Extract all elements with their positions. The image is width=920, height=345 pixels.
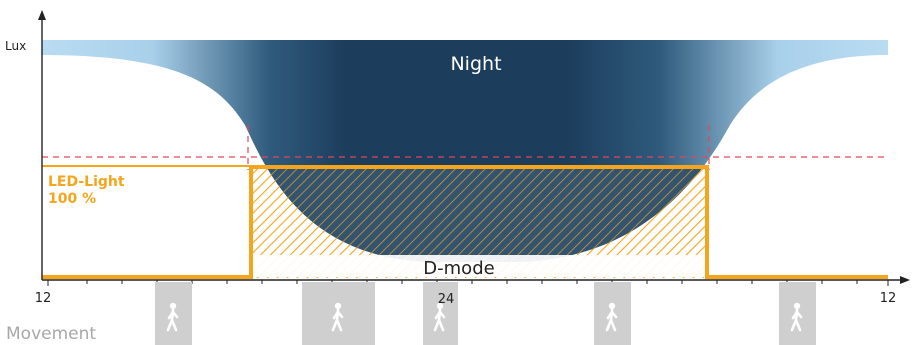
walking-person-icon bbox=[331, 302, 344, 332]
walking-person-icon bbox=[790, 302, 803, 332]
y-axis-label: Lux bbox=[5, 39, 26, 53]
night-label: Night bbox=[450, 53, 501, 75]
x-tick-label-left: 12 bbox=[35, 291, 52, 306]
led-light-line bbox=[42, 165, 888, 279]
walking-person-icon bbox=[605, 302, 618, 332]
led-label-line1: LED-Light bbox=[48, 174, 125, 190]
walking-person-icon bbox=[433, 302, 446, 332]
movement-label: Movement bbox=[6, 324, 96, 344]
y-axis-arrow bbox=[38, 10, 46, 20]
movement-bars bbox=[155, 282, 816, 345]
x-tick-label-mid: 24 bbox=[438, 292, 455, 307]
x-tick-label-right: 12 bbox=[880, 291, 897, 306]
led-night-overlap bbox=[266, 167, 703, 262]
d-mode-band bbox=[253, 255, 705, 277]
led-label-line2: 100 % bbox=[48, 191, 96, 207]
night-area bbox=[42, 40, 888, 262]
walking-person-icon bbox=[166, 302, 179, 332]
x-axis-arrow bbox=[900, 276, 910, 284]
d-mode-label: D-mode bbox=[423, 258, 494, 279]
